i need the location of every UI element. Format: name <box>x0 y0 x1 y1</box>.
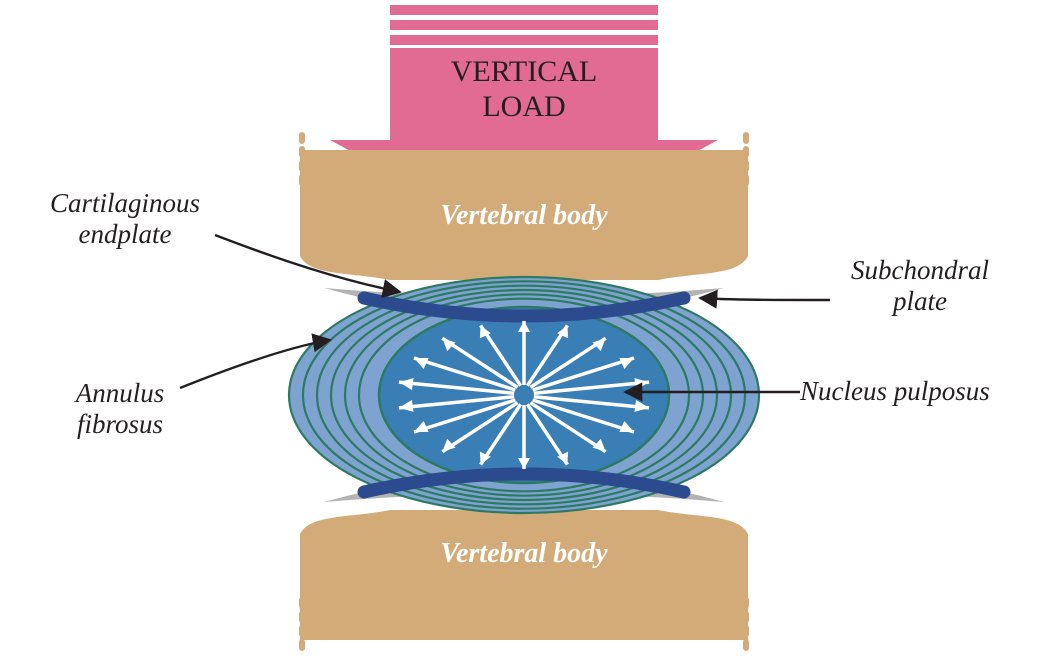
subchondral-plate-text: Subchondralplate <box>851 255 989 316</box>
annulus-fibrosus-text: Annulusfibrosus <box>76 378 165 439</box>
vertebral-body-top-label: Vertebral body <box>300 200 748 232</box>
cartilaginous-endplate-label: Cartilaginousendplate <box>20 188 230 250</box>
nucleus-pulposus-text: Nucleus pulposus <box>800 376 990 406</box>
vertical-load-label: VERTICALLOAD <box>390 55 658 124</box>
vertical-load-text: VERTICALLOAD <box>451 55 598 123</box>
vertebral-body-bottom-text: Vertebral body <box>440 538 607 569</box>
subchondral-plate-label: Subchondralplate <box>820 255 1020 317</box>
vertebral-body-bottom-label: Vertebral body <box>300 538 748 570</box>
cartilaginous-endplate-text: Cartilaginousendplate <box>50 188 200 249</box>
vertebral-body-top-text: Vertebral body <box>440 200 607 231</box>
nucleus-pulposus-label: Nucleus pulposus <box>800 376 1040 407</box>
annulus-fibrosus-label: Annulusfibrosus <box>40 378 200 440</box>
